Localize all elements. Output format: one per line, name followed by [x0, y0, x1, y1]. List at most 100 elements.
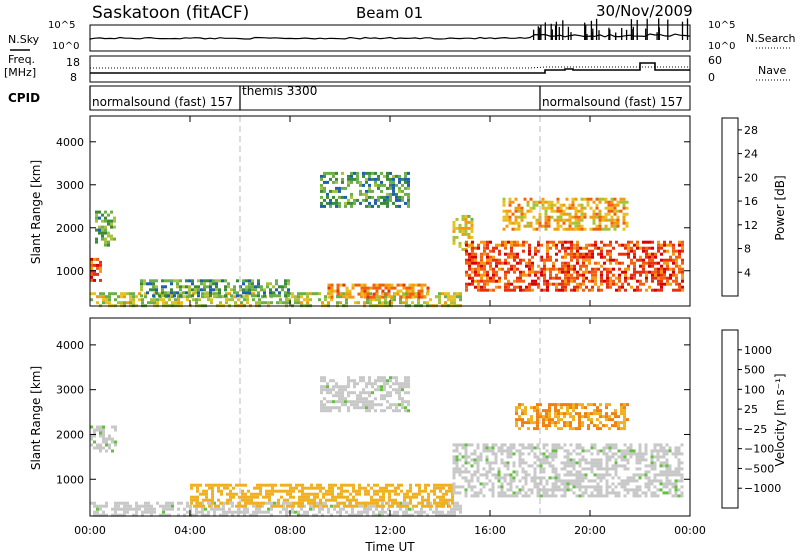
heatmap-cell: [452, 220, 456, 224]
heatmap-cell: [196, 495, 199, 499]
heatmap-cell: [327, 286, 331, 290]
heatmap-cell: [654, 255, 657, 259]
heatmap-cell: [352, 483, 355, 487]
heatmap-cell: [512, 443, 516, 447]
heatmap-cell: [509, 449, 513, 453]
heatmap-cell: [672, 279, 675, 283]
heatmap-cell: [304, 492, 307, 496]
heatmap-cell: [632, 488, 636, 492]
heatmap-cell: [399, 289, 403, 293]
heatmap-cell: [651, 279, 654, 283]
heatmap-cell: [503, 464, 507, 468]
heatmap-cell: [623, 455, 627, 459]
heatmap-cell: [482, 494, 486, 498]
heatmap-cell: [108, 295, 111, 299]
heatmap-cell: [615, 288, 618, 292]
heatmap-cell: [347, 406, 350, 410]
heatmap-cell: [595, 212, 599, 216]
heatmap-cell: [111, 513, 114, 517]
heatmap-cell: [476, 476, 480, 480]
heatmap-cell: [174, 298, 177, 302]
heatmap-cell: [610, 197, 614, 201]
heatmap-cell: [623, 449, 627, 453]
heatmap-cell: [542, 443, 546, 447]
heatmap-cell: [554, 452, 558, 456]
heatmap-cell: [477, 285, 480, 289]
heatmap-cell: [578, 479, 582, 483]
heatmap-cell: [600, 249, 603, 253]
heatmap-cell: [107, 222, 110, 226]
heatmap-cell: [522, 258, 525, 262]
heatmap-cell: [518, 449, 522, 453]
heatmap-cell: [351, 510, 354, 514]
heatmap-cell: [530, 476, 534, 480]
heatmap-cell: [401, 382, 404, 386]
heatmap-cell: [564, 285, 567, 289]
heatmap-cell: [268, 495, 271, 499]
heatmap-cell: [374, 183, 377, 187]
heatmap-cell: [408, 289, 412, 293]
heatmap-cell: [659, 482, 663, 486]
heatmap-cell: [610, 206, 614, 210]
heatmap-cell: [612, 273, 615, 277]
heatmap-cell: [639, 288, 642, 292]
heatmap-cell: [553, 218, 557, 222]
heatmap-cell: [623, 415, 626, 419]
heatmap-cell: [384, 292, 388, 296]
heatmap-cell: [471, 270, 474, 274]
heatmap-cell: [653, 479, 657, 483]
heatmap-cell: [265, 492, 268, 496]
heatmap-cell: [397, 483, 400, 487]
heatmap-cell: [509, 455, 513, 459]
heatmap-cell: [666, 264, 669, 268]
heatmap-cell: [659, 479, 663, 483]
nave-label: Nave: [758, 64, 786, 77]
heatmap-cell: [353, 385, 356, 389]
heatmap-cell: [238, 495, 241, 499]
heatmap-cell: [408, 292, 412, 296]
heatmap-cell: [627, 255, 630, 259]
heatmap-cell: [208, 483, 211, 487]
heatmap-cell: [502, 227, 506, 231]
heatmap-cell: [303, 513, 306, 517]
heatmap-cell: [514, 221, 518, 225]
heatmap-cell: [486, 243, 489, 247]
heatmap-cell: [387, 513, 390, 517]
heatmap-cell: [247, 498, 250, 502]
heatmap-cell: [326, 195, 329, 199]
heatmap-cell: [368, 379, 371, 383]
heatmap-cell: [177, 513, 180, 517]
heatmap-cell: [517, 203, 521, 207]
heatmap-cell: [170, 291, 173, 295]
heatmap-cell: [323, 409, 326, 413]
heatmap-cell: [406, 489, 409, 493]
heatmap-cell: [468, 243, 471, 247]
heatmap-cell: [461, 232, 465, 236]
y-tick-label: 1000: [56, 473, 84, 486]
heatmap-cell: [565, 227, 569, 231]
heatmap-cell: [570, 243, 573, 247]
heatmap-cell: [638, 488, 642, 492]
heatmap-cell: [561, 267, 564, 271]
heatmap-cell: [548, 494, 552, 498]
heatmap-cell: [654, 273, 657, 277]
heatmap-cell: [304, 495, 307, 499]
heatmap-cell: [564, 267, 567, 271]
heatmap-cell: [648, 261, 651, 265]
heatmap-cell: [674, 482, 678, 486]
heatmap-cell: [424, 498, 427, 502]
heatmap-cell: [662, 464, 666, 468]
noise-search-spikes: [532, 18, 689, 40]
heatmap-cell: [529, 221, 533, 225]
heatmap-cell: [681, 258, 684, 262]
heatmap-cell: [543, 276, 546, 280]
heatmap-cell: [558, 288, 561, 292]
heatmap-cell: [617, 476, 621, 480]
heatmap-cell: [548, 464, 552, 468]
heatmap-cell: [235, 483, 238, 487]
heatmap-cell: [588, 258, 591, 262]
heatmap-cell: [509, 482, 513, 486]
heatmap-cell: [507, 255, 510, 259]
heatmap-cell: [681, 267, 684, 271]
